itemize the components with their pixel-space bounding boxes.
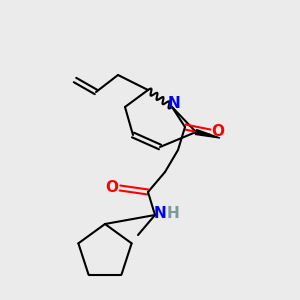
Text: O: O — [212, 124, 224, 140]
Text: H: H — [167, 206, 179, 220]
Text: N: N — [168, 97, 180, 112]
Polygon shape — [195, 130, 220, 138]
Text: N: N — [154, 206, 166, 220]
Text: O: O — [106, 181, 118, 196]
